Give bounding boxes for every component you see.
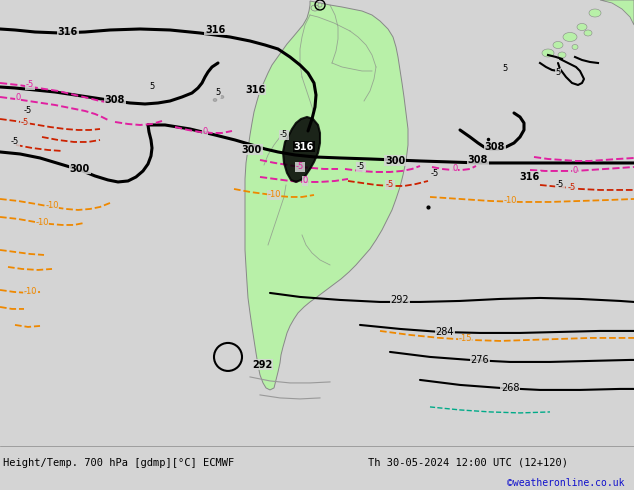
Text: 0: 0: [202, 127, 207, 137]
Text: 308: 308: [105, 95, 125, 105]
Text: 0: 0: [15, 94, 21, 102]
Text: -10: -10: [23, 288, 37, 296]
Ellipse shape: [311, 5, 319, 11]
Text: -10: -10: [503, 196, 517, 205]
Text: 316: 316: [245, 85, 265, 95]
Text: -10: -10: [45, 201, 59, 211]
Text: 316: 316: [520, 172, 540, 182]
Ellipse shape: [318, 3, 322, 7]
Text: 5: 5: [216, 89, 221, 98]
Text: -5: -5: [26, 80, 34, 90]
Ellipse shape: [216, 92, 220, 95]
Text: -5: -5: [568, 183, 576, 193]
Text: 292: 292: [252, 360, 272, 370]
Text: -5: -5: [11, 138, 19, 147]
Text: -5: -5: [357, 163, 365, 172]
Text: 0: 0: [573, 167, 578, 175]
Ellipse shape: [577, 24, 587, 30]
Text: 5: 5: [555, 69, 560, 77]
Ellipse shape: [542, 49, 554, 57]
Ellipse shape: [563, 32, 577, 42]
Ellipse shape: [558, 52, 566, 58]
Text: 300: 300: [70, 164, 90, 174]
Text: -15: -15: [458, 335, 472, 343]
Text: -10: -10: [268, 191, 281, 199]
Text: 268: 268: [501, 383, 519, 393]
Text: -5: -5: [386, 180, 394, 190]
Text: 5: 5: [150, 82, 155, 92]
Text: -5: -5: [431, 170, 439, 178]
Text: 308: 308: [468, 155, 488, 165]
Text: 316: 316: [294, 142, 314, 152]
Text: 300: 300: [242, 145, 262, 155]
Text: -5: -5: [24, 106, 32, 116]
Text: 284: 284: [436, 327, 454, 337]
Text: 5: 5: [502, 65, 508, 74]
Text: 276: 276: [470, 355, 489, 365]
Text: Th 30-05-2024 12:00 UTC (12+120): Th 30-05-2024 12:00 UTC (12+120): [368, 458, 567, 467]
Text: -5: -5: [21, 119, 29, 127]
Text: -5: -5: [296, 163, 304, 172]
Text: -10: -10: [36, 219, 49, 227]
Text: ©weatheronline.co.uk: ©weatheronline.co.uk: [507, 478, 624, 488]
Text: Height/Temp. 700 hPa [gdmp][°C] ECMWF: Height/Temp. 700 hPa [gdmp][°C] ECMWF: [3, 458, 235, 467]
Ellipse shape: [213, 98, 217, 101]
Text: -5: -5: [280, 130, 288, 140]
Ellipse shape: [553, 42, 563, 49]
Polygon shape: [600, 0, 634, 25]
Ellipse shape: [572, 45, 578, 49]
Ellipse shape: [584, 30, 592, 36]
Text: 0: 0: [453, 165, 458, 173]
Text: 308: 308: [485, 142, 505, 152]
Polygon shape: [245, 1, 408, 390]
Ellipse shape: [220, 96, 224, 98]
Text: -5: -5: [556, 180, 564, 190]
Text: 300: 300: [385, 156, 405, 166]
Ellipse shape: [589, 9, 601, 17]
Text: 316: 316: [58, 27, 78, 37]
Text: 292: 292: [391, 295, 410, 305]
Text: 316: 316: [205, 25, 225, 35]
Polygon shape: [283, 117, 320, 182]
Text: 0: 0: [302, 176, 307, 186]
